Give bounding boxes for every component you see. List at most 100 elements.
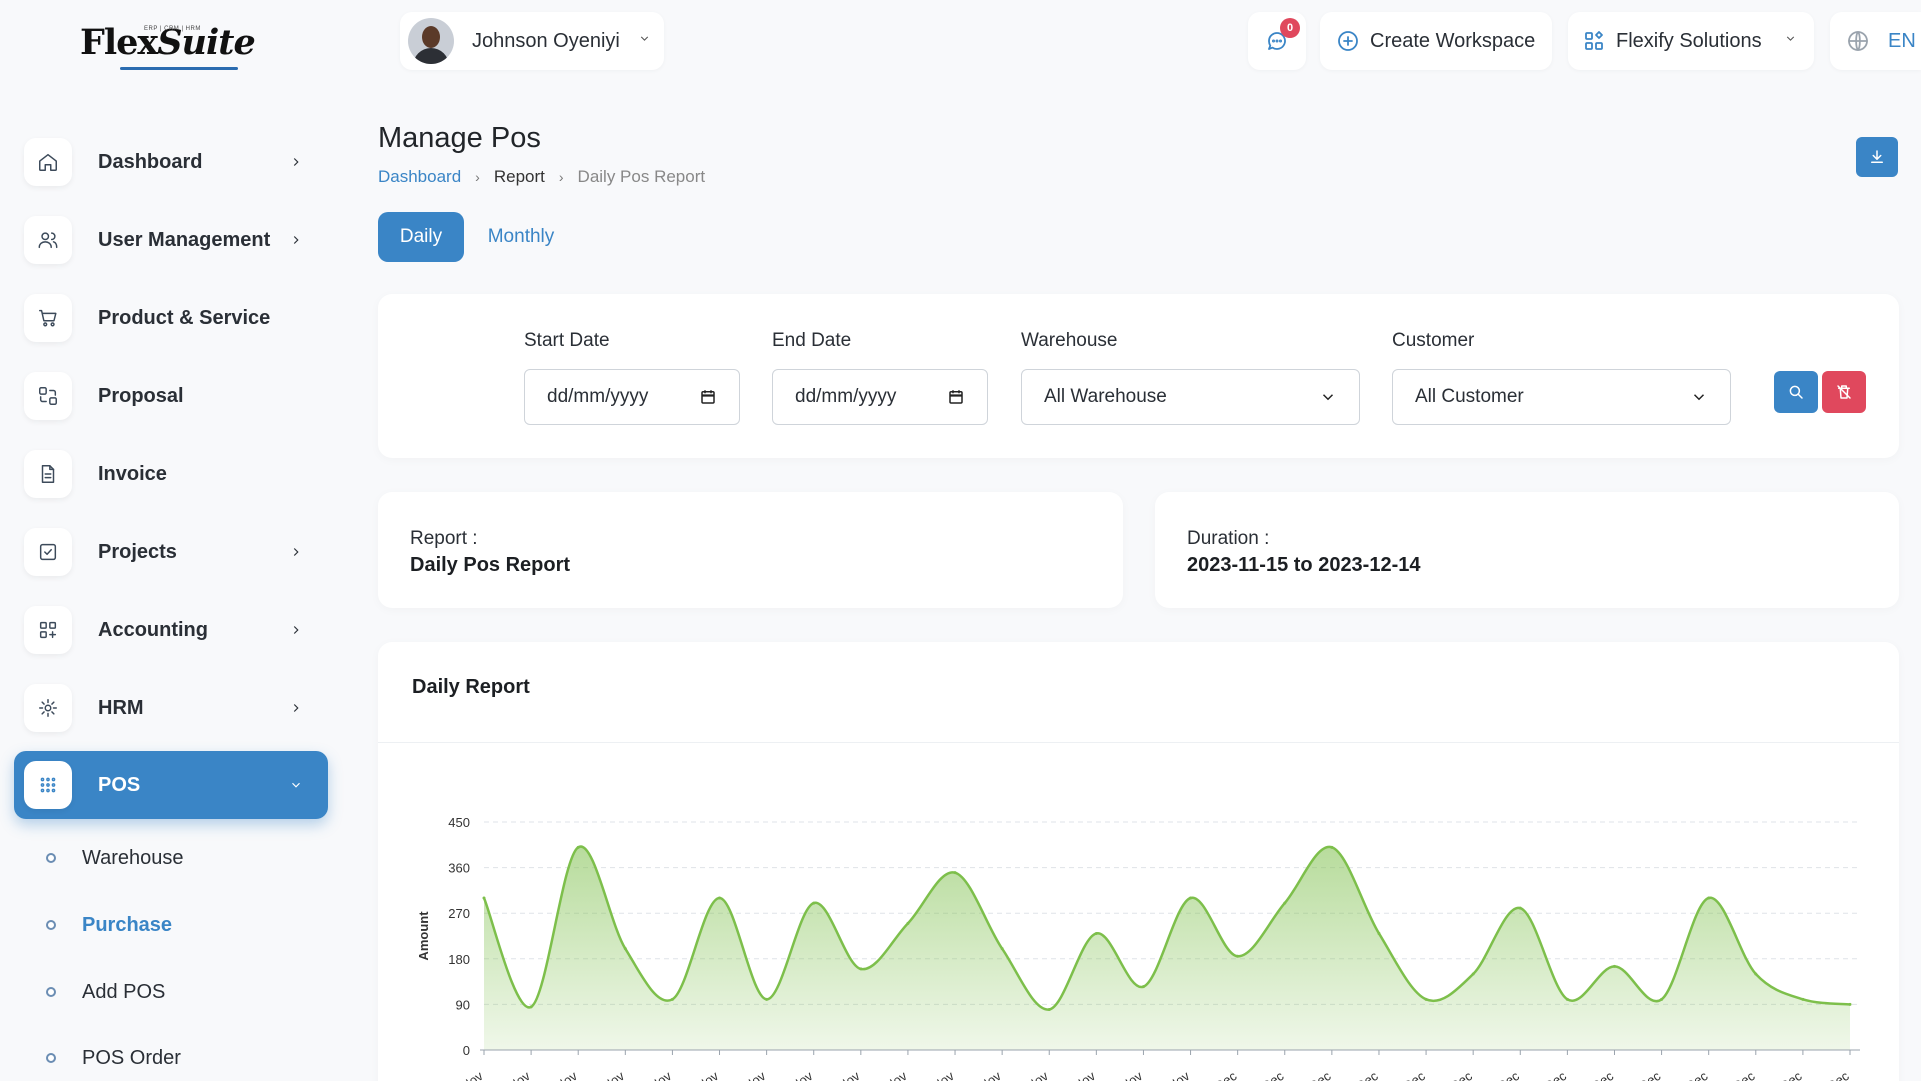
create-workspace-label: Create Workspace (1370, 29, 1536, 52)
logo-tagline: ERP | CRM | HRM (144, 26, 201, 32)
chevron-down-icon (1784, 32, 1797, 50)
breadcrumb-dashboard[interactable]: Dashboard (378, 167, 462, 186)
x-tick-label: Nov (505, 1068, 533, 1081)
filter-card: Start Date dd/mm/yyyy End Date dd/mm/yyy… (378, 294, 1899, 458)
sidebar-item-hrm[interactable]: HRM (14, 674, 328, 742)
customer-label: Customer (1392, 330, 1475, 351)
submenu-item-pos-order[interactable]: POS Order (46, 1040, 181, 1076)
x-tick-label: Dec (1542, 1068, 1570, 1081)
workspace-switcher[interactable]: Flexify Solutions (1568, 12, 1814, 70)
y-tick-label: 180 (448, 952, 470, 967)
search-button[interactable] (1774, 371, 1818, 413)
user-menu[interactable]: Johnson Oyeniyi (400, 12, 664, 70)
x-tick-label: Nov (1071, 1068, 1099, 1081)
chevron-down-icon (1693, 394, 1705, 401)
trash-off-icon (1837, 385, 1851, 399)
bullet-icon (46, 853, 56, 863)
sidebar-item-label: Dashboard (98, 150, 203, 173)
submenu-item-add-pos[interactable]: Add POS (46, 974, 165, 1010)
chat-icon (1268, 32, 1286, 50)
data-point (623, 947, 627, 951)
sidebar-item-label: Accounting (98, 618, 208, 641)
start-date-input[interactable]: dd/mm/yyyy (524, 369, 740, 425)
globe-icon (1848, 31, 1868, 51)
submenu-label: Purchase (82, 913, 173, 936)
submenu-item-warehouse[interactable]: Warehouse (46, 840, 184, 876)
data-point (1707, 896, 1711, 900)
logo-text-suite: Suite (157, 22, 255, 63)
bullet-icon (46, 1053, 56, 1063)
submenu-label: Warehouse (82, 846, 184, 869)
x-tick-label: Nov (788, 1068, 816, 1081)
divider (378, 742, 1899, 743)
end-date-placeholder: dd/mm/yyyy (795, 386, 897, 407)
search-icon (1789, 385, 1803, 399)
chevron-right-icon (286, 698, 306, 718)
sidebar-item-label: POS (98, 773, 141, 796)
data-point (1424, 997, 1428, 1001)
sidebar-item-accounting[interactable]: Accounting (14, 596, 328, 664)
x-tick-label: Dec (1259, 1068, 1287, 1081)
flexsuite-logo[interactable]: FlexSuite ERP | CRM | HRM (80, 22, 256, 74)
x-tick-label: Nov (599, 1068, 627, 1081)
tab-monthly[interactable]: Monthly (487, 226, 555, 247)
y-tick-label: 0 (463, 1043, 470, 1058)
chevron-down-icon (638, 32, 651, 50)
chevron-right-icon (286, 230, 306, 250)
duration-info-card: Duration : 2023-11-15 to 2023-12-14 (1155, 492, 1899, 608)
reset-button[interactable] (1822, 371, 1866, 413)
data-point (482, 896, 486, 900)
report-label: Report : (410, 528, 478, 549)
data-point (1141, 985, 1145, 989)
submenu-item-purchase[interactable]: Purchase (46, 907, 172, 943)
notifications-button[interactable]: 0 (1248, 12, 1306, 70)
end-date-input[interactable]: dd/mm/yyyy (772, 369, 988, 425)
data-point (670, 997, 674, 1001)
sidebar-item-user-management[interactable]: User Management (14, 206, 328, 274)
sidebar-item-pos[interactable]: POS (14, 751, 328, 819)
download-button[interactable] (1856, 137, 1898, 177)
data-point (1754, 972, 1758, 976)
y-tick-label: 90 (456, 997, 470, 1012)
customer-select[interactable]: All Customer (1392, 369, 1731, 425)
x-tick-label: Nov (835, 1068, 863, 1081)
sidebar-item-label: HRM (98, 696, 144, 719)
language-code: EN (1888, 29, 1916, 52)
report-info-card: Report : Daily Pos Report (378, 492, 1123, 608)
create-workspace-button[interactable]: Create Workspace (1320, 12, 1552, 70)
sidebar-item-invoice[interactable]: Invoice (14, 440, 328, 508)
sidebar-item-dashboard[interactable]: Dashboard (14, 128, 328, 196)
x-tick-label: Dec (1824, 1068, 1852, 1081)
plus-circle-icon (1338, 31, 1358, 51)
bullet-icon (46, 987, 56, 997)
workspace-icon (1585, 31, 1603, 50)
language-switcher[interactable]: EN (1830, 12, 1921, 70)
sidebar-item-proposal[interactable]: Proposal (14, 362, 328, 430)
x-tick-label: Dec (1353, 1068, 1381, 1081)
x-tick-label: Nov (552, 1068, 580, 1081)
data-point (529, 1005, 533, 1009)
data-point (1283, 901, 1287, 905)
x-tick-label: Dec (1683, 1068, 1711, 1081)
y-tick-label: 360 (448, 861, 470, 876)
checkbox-icon (24, 528, 72, 576)
end-date-label: End Date (772, 330, 852, 351)
warehouse-select[interactable]: All Warehouse (1021, 369, 1360, 425)
proposal-icon (24, 372, 72, 420)
avatar (408, 18, 454, 64)
chevron-right-icon: › (475, 169, 480, 185)
users-icon (24, 216, 72, 264)
x-tick-label: Nov (1023, 1068, 1051, 1081)
tab-daily[interactable]: Daily (378, 212, 464, 262)
data-point (812, 901, 816, 905)
calendar-icon (949, 390, 963, 404)
chevron-right-icon (286, 152, 306, 172)
data-point (1801, 997, 1805, 1001)
grid-icon (24, 761, 72, 809)
sidebar-item-product-service[interactable]: Product & Service (14, 284, 328, 352)
duration-value: 2023-11-15 to 2023-12-14 (1187, 554, 1421, 576)
sidebar-item-projects[interactable]: Projects (14, 518, 328, 586)
data-point (718, 896, 722, 900)
warehouse-value: All Warehouse (1044, 386, 1167, 407)
x-tick-label: Dec (1494, 1068, 1522, 1081)
